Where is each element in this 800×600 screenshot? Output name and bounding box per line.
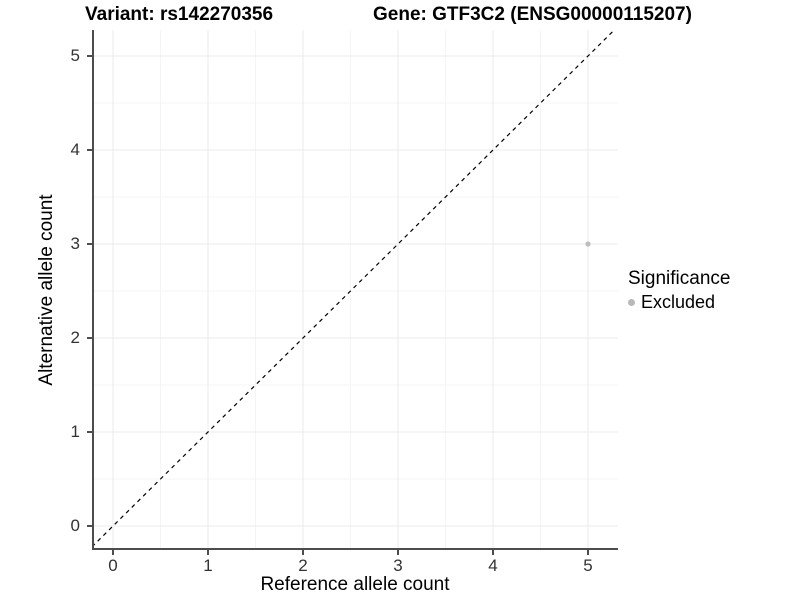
y-tick-label: 4	[70, 140, 80, 159]
x-tick-label: 3	[393, 556, 403, 575]
y-tick-label: 2	[70, 328, 80, 347]
x-axis-title: Reference allele count	[260, 574, 450, 595]
plot-title-variant: Variant: rs142270356	[85, 4, 274, 25]
plot-title-gene: Gene: GTF3C2 (ENSG00000115207)	[373, 4, 692, 25]
y-tick-mark	[87, 55, 92, 57]
y-tick-label: 5	[70, 46, 80, 65]
x-tick-label: 1	[203, 556, 213, 575]
y-tick-mark	[87, 337, 92, 339]
y-tick-mark	[87, 525, 92, 527]
x-tick-mark	[207, 550, 209, 555]
identity-line	[92, 30, 615, 548]
y-tick-label: 3	[70, 234, 80, 253]
x-tick-mark	[397, 550, 399, 555]
y-tick-label: 0	[70, 516, 80, 535]
legend: Significance Excluded	[628, 268, 730, 313]
legend-item-excluded: Excluded	[628, 292, 730, 313]
excluded-point-icon	[628, 299, 635, 306]
x-tick-mark	[492, 550, 494, 555]
x-tick-label: 4	[488, 556, 498, 575]
x-tick-label: 0	[108, 556, 118, 575]
y-axis-title: Alternative allele count	[36, 194, 57, 386]
y-tick-mark	[87, 431, 92, 433]
legend-item-label: Excluded	[641, 292, 716, 312]
x-tick-label: 2	[298, 556, 308, 575]
x-tick-mark	[112, 550, 114, 555]
x-tick-mark	[587, 550, 589, 555]
y-tick-mark	[87, 149, 92, 151]
x-tick-label: 5	[583, 556, 593, 575]
plot-panel	[92, 30, 618, 550]
legend-title: Significance	[628, 268, 731, 289]
y-tick-mark	[87, 243, 92, 245]
y-tick-label: 1	[70, 422, 80, 441]
data-point	[585, 241, 591, 247]
x-tick-mark	[302, 550, 304, 555]
